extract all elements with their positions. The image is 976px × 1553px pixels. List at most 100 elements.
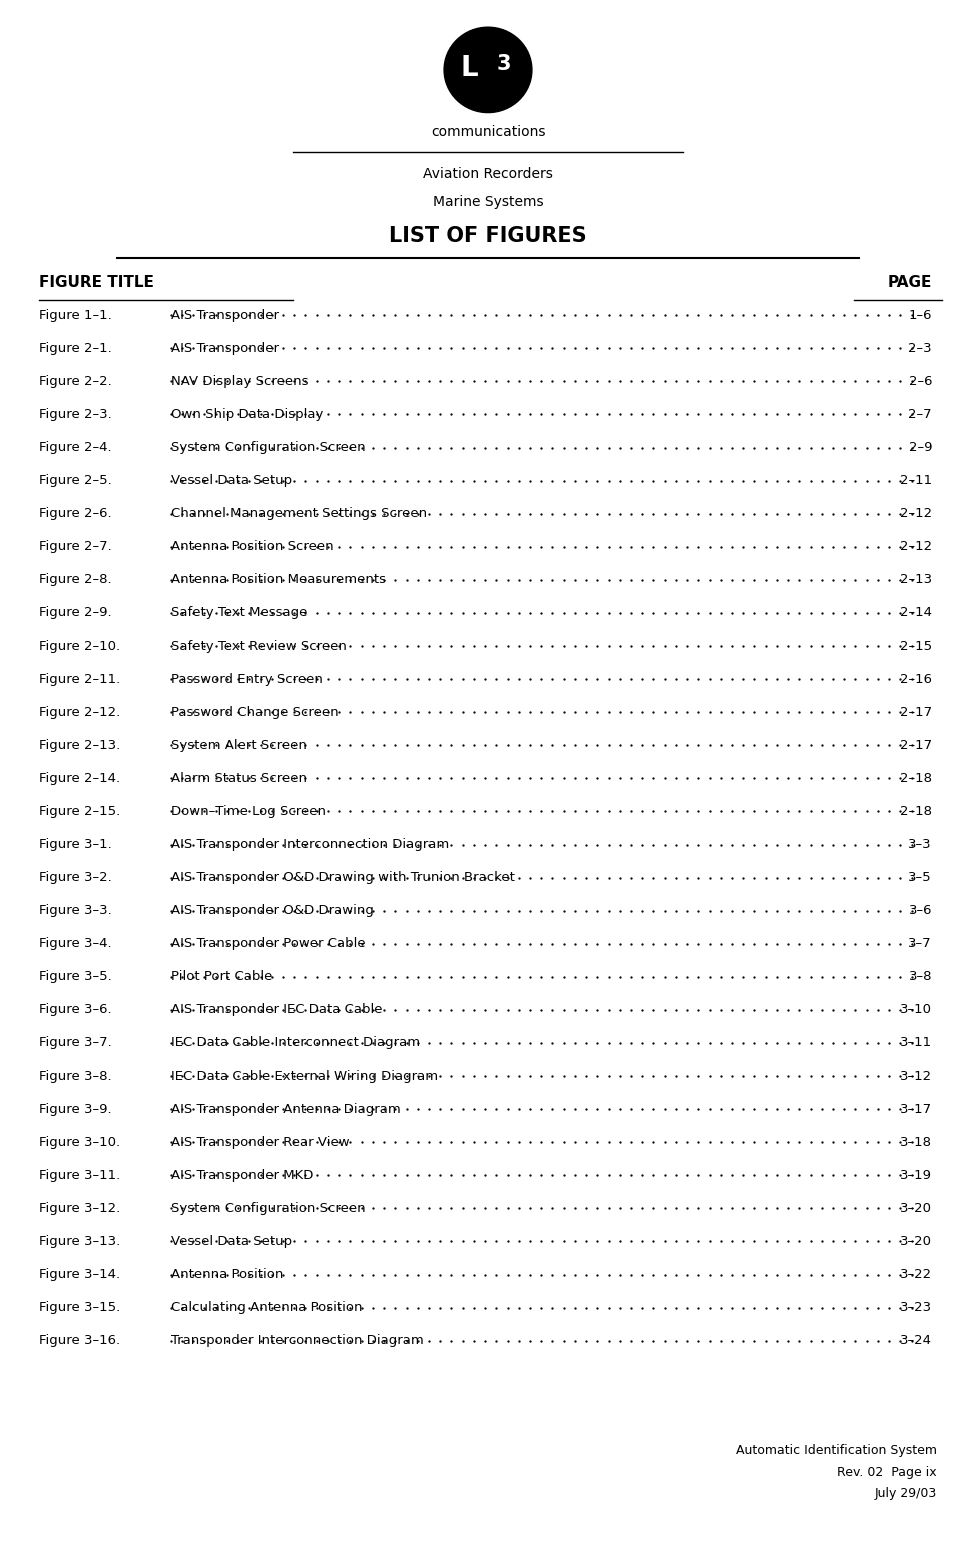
- Text: Safety Text Review Screen: Safety Text Review Screen: [171, 640, 346, 652]
- Text: Figure 3–9.: Figure 3–9.: [39, 1103, 111, 1115]
- Text: 2–12: 2–12: [900, 540, 932, 553]
- Text: Figure 3–16.: Figure 3–16.: [39, 1334, 120, 1346]
- Text: 2–14: 2–14: [900, 607, 932, 620]
- Text: 2–13: 2–13: [900, 573, 932, 587]
- Text: 3–5: 3–5: [909, 871, 932, 884]
- Text: 2–17: 2–17: [900, 705, 932, 719]
- Text: Figure 3–13.: Figure 3–13.: [39, 1235, 120, 1249]
- Text: System Configuration Screen: System Configuration Screen: [171, 441, 365, 453]
- Text: Antenna Position Measurements: Antenna Position Measurements: [171, 573, 386, 587]
- Text: Figure 3–15.: Figure 3–15.: [39, 1301, 120, 1314]
- Text: PAGE: PAGE: [888, 275, 932, 290]
- Text: Antenna Position: Antenna Position: [171, 1269, 283, 1281]
- Text: 3–20: 3–20: [900, 1202, 932, 1214]
- Text: Automatic Identification System: Automatic Identification System: [736, 1444, 937, 1457]
- Text: Transponder Interconnection Diagram: Transponder Interconnection Diagram: [171, 1334, 424, 1346]
- Text: Figure 2–15.: Figure 2–15.: [39, 804, 120, 818]
- Text: July 29/03: July 29/03: [874, 1488, 937, 1500]
- Text: AIS Transponder Antenna Diagram: AIS Transponder Antenna Diagram: [171, 1103, 400, 1115]
- Text: Figure 3–10.: Figure 3–10.: [39, 1135, 120, 1149]
- Text: AIS Transponder O&D Drawing with Trunion Bracket: AIS Transponder O&D Drawing with Trunion…: [171, 871, 514, 884]
- Text: Figure 3–6.: Figure 3–6.: [39, 1003, 111, 1016]
- Text: 2–17: 2–17: [900, 739, 932, 752]
- Text: IEC Data Cable External Wiring Diagram: IEC Data Cable External Wiring Diagram: [171, 1070, 438, 1082]
- Text: IEC Data Cable Interconnect Diagram: IEC Data Cable Interconnect Diagram: [171, 1036, 420, 1050]
- Text: L: L: [461, 54, 478, 82]
- Text: 3–22: 3–22: [900, 1269, 932, 1281]
- Text: Figure 2–14.: Figure 2–14.: [39, 772, 120, 784]
- Text: Figure 3–1.: Figure 3–1.: [39, 839, 112, 851]
- Text: Figure 2–2.: Figure 2–2.: [39, 374, 112, 388]
- Text: 3–3: 3–3: [909, 839, 932, 851]
- Text: Figure 3–14.: Figure 3–14.: [39, 1269, 120, 1281]
- Text: Aviation Recorders: Aviation Recorders: [423, 166, 553, 182]
- Text: 2–18: 2–18: [900, 772, 932, 784]
- Text: Figure 1–1.: Figure 1–1.: [39, 309, 112, 321]
- Text: Pilot Port Cable: Pilot Port Cable: [171, 971, 272, 983]
- Text: Down–Time Log Screen: Down–Time Log Screen: [171, 804, 326, 818]
- Text: Figure 3–5.: Figure 3–5.: [39, 971, 112, 983]
- Text: 2–12: 2–12: [900, 508, 932, 520]
- Text: Password Change Screen: Password Change Screen: [171, 705, 339, 719]
- Text: FIGURE TITLE: FIGURE TITLE: [39, 275, 154, 290]
- Text: Antenna Position Screen: Antenna Position Screen: [171, 540, 334, 553]
- Text: 3–24: 3–24: [900, 1334, 932, 1346]
- Text: 2–7: 2–7: [909, 408, 932, 421]
- Text: AIS Transponder Rear View: AIS Transponder Rear View: [171, 1135, 349, 1149]
- Text: Figure 3–8.: Figure 3–8.: [39, 1070, 111, 1082]
- Text: 3–7: 3–7: [909, 938, 932, 950]
- Text: 2–6: 2–6: [909, 374, 932, 388]
- Text: Figure 3–3.: Figure 3–3.: [39, 904, 112, 918]
- Text: Figure 2–12.: Figure 2–12.: [39, 705, 120, 719]
- Text: 3–12: 3–12: [900, 1070, 932, 1082]
- Text: 3–18: 3–18: [900, 1135, 932, 1149]
- Text: Figure 2–7.: Figure 2–7.: [39, 540, 112, 553]
- Text: 3–11: 3–11: [900, 1036, 932, 1050]
- Text: AIS Transponder IEC Data Cable: AIS Transponder IEC Data Cable: [171, 1003, 383, 1016]
- Text: Figure 3–2.: Figure 3–2.: [39, 871, 112, 884]
- Text: Rev. 02  Page ix: Rev. 02 Page ix: [837, 1466, 937, 1478]
- Text: Figure 2–9.: Figure 2–9.: [39, 607, 111, 620]
- Text: communications: communications: [430, 124, 546, 140]
- Text: System Configuration Screen: System Configuration Screen: [171, 1202, 365, 1214]
- Text: Calculating Antenna Position: Calculating Antenna Position: [171, 1301, 362, 1314]
- Text: 3–10: 3–10: [900, 1003, 932, 1016]
- Text: AIS Transponder: AIS Transponder: [171, 309, 279, 321]
- Text: 2–18: 2–18: [900, 804, 932, 818]
- Text: Marine Systems: Marine Systems: [432, 194, 544, 210]
- Text: Figure 2–11.: Figure 2–11.: [39, 672, 120, 685]
- Text: AIS Transponder Interconnection Diagram: AIS Transponder Interconnection Diagram: [171, 839, 449, 851]
- Text: Vessel Data Setup: Vessel Data Setup: [171, 474, 292, 488]
- Text: Figure 2–3.: Figure 2–3.: [39, 408, 112, 421]
- Text: 2–11: 2–11: [900, 474, 932, 488]
- Text: 3–17: 3–17: [900, 1103, 932, 1115]
- Text: Safety Text Message: Safety Text Message: [171, 607, 307, 620]
- Text: Figure 2–13.: Figure 2–13.: [39, 739, 120, 752]
- Text: Alarm Status Screen: Alarm Status Screen: [171, 772, 306, 784]
- Text: 1–6: 1–6: [909, 309, 932, 321]
- Text: 3: 3: [497, 54, 510, 73]
- Text: Figure 2–4.: Figure 2–4.: [39, 441, 111, 453]
- Text: Figure 2–8.: Figure 2–8.: [39, 573, 111, 587]
- Text: System Alert Screen: System Alert Screen: [171, 739, 306, 752]
- Text: Channel Management Settings Screen: Channel Management Settings Screen: [171, 508, 427, 520]
- Text: 3–8: 3–8: [909, 971, 932, 983]
- Text: Figure 2–6.: Figure 2–6.: [39, 508, 111, 520]
- Text: 3–19: 3–19: [900, 1169, 932, 1182]
- Text: 3–20: 3–20: [900, 1235, 932, 1249]
- Text: 2–16: 2–16: [900, 672, 932, 685]
- Text: Figure 2–5.: Figure 2–5.: [39, 474, 112, 488]
- Text: Figure 3–11.: Figure 3–11.: [39, 1169, 120, 1182]
- Text: Password Entry Screen: Password Entry Screen: [171, 672, 323, 685]
- Text: NAV Display Screens: NAV Display Screens: [171, 374, 308, 388]
- Text: AIS Transponder O&D Drawing: AIS Transponder O&D Drawing: [171, 904, 374, 918]
- Text: AIS Transponder MKD: AIS Transponder MKD: [171, 1169, 313, 1182]
- Text: Figure 3–4.: Figure 3–4.: [39, 938, 111, 950]
- Text: Figure 2–1.: Figure 2–1.: [39, 342, 112, 354]
- Text: Figure 2–10.: Figure 2–10.: [39, 640, 120, 652]
- Text: LIST OF FIGURES: LIST OF FIGURES: [389, 227, 587, 245]
- Text: AIS Transponder: AIS Transponder: [171, 342, 279, 354]
- Text: 2–3: 2–3: [909, 342, 932, 354]
- Text: 3–23: 3–23: [900, 1301, 932, 1314]
- Text: Own Ship Data Display: Own Ship Data Display: [171, 408, 323, 421]
